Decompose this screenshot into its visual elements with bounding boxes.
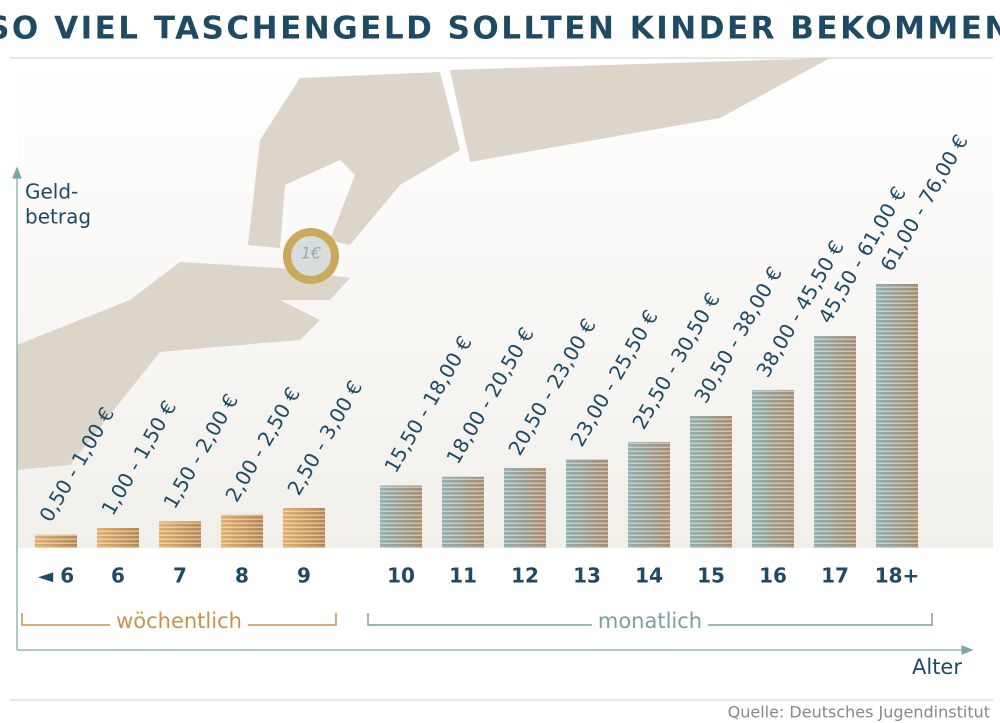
- x-tick-label: 11: [449, 564, 477, 588]
- chart-title: SO VIEL TASCHENGELD SOLLTEN KINDER BEKOM…: [0, 11, 1000, 47]
- group-bracket: [21, 613, 337, 626]
- x-tick-label: 7: [173, 564, 187, 588]
- bar-texture: [628, 442, 670, 548]
- svg-text:1€: 1€: [301, 244, 321, 263]
- source: Quelle: Deutsches Jugendinstitut: [728, 703, 990, 722]
- x-tick-label: 14: [635, 564, 663, 588]
- bar-texture: [380, 485, 422, 548]
- bar-texture: [690, 416, 732, 548]
- x-tick-label: 10: [387, 564, 415, 588]
- bar-texture: [283, 508, 325, 548]
- x-tick-label: 9: [297, 564, 311, 588]
- bar-texture: [814, 336, 856, 548]
- bar-texture: [876, 284, 918, 548]
- x-tick-label: 13: [573, 564, 601, 588]
- x-tick-label: 18+: [875, 564, 920, 588]
- bar-texture: [97, 528, 139, 548]
- coin: 1€: [283, 228, 339, 284]
- bar-texture: [442, 476, 484, 548]
- x-tick-label: 6: [111, 564, 125, 588]
- x-tick-label: ◄ 6: [38, 564, 74, 588]
- hands-illustration: [17, 58, 830, 470]
- bar-texture: [159, 521, 201, 548]
- axes: [12, 166, 974, 655]
- bar-texture: [566, 459, 608, 548]
- bar-texture: [221, 514, 263, 548]
- bar-texture: [504, 468, 546, 548]
- group-label: monatlich: [598, 609, 702, 633]
- x-tick-label: 12: [511, 564, 539, 588]
- group-bracket: [367, 613, 933, 626]
- x-tick-label: 16: [759, 564, 787, 588]
- bar-texture: [752, 389, 794, 548]
- group-label: wöchentlich: [116, 609, 242, 633]
- x-axis-label: Alter: [912, 655, 962, 679]
- x-tick-label: 15: [697, 564, 725, 588]
- y-axis-label: Geld-: [25, 180, 78, 204]
- bar-texture: [35, 534, 77, 548]
- x-tick-label: 17: [821, 564, 849, 588]
- y-axis-label: betrag: [25, 205, 91, 229]
- x-tick-label: 8: [235, 564, 249, 588]
